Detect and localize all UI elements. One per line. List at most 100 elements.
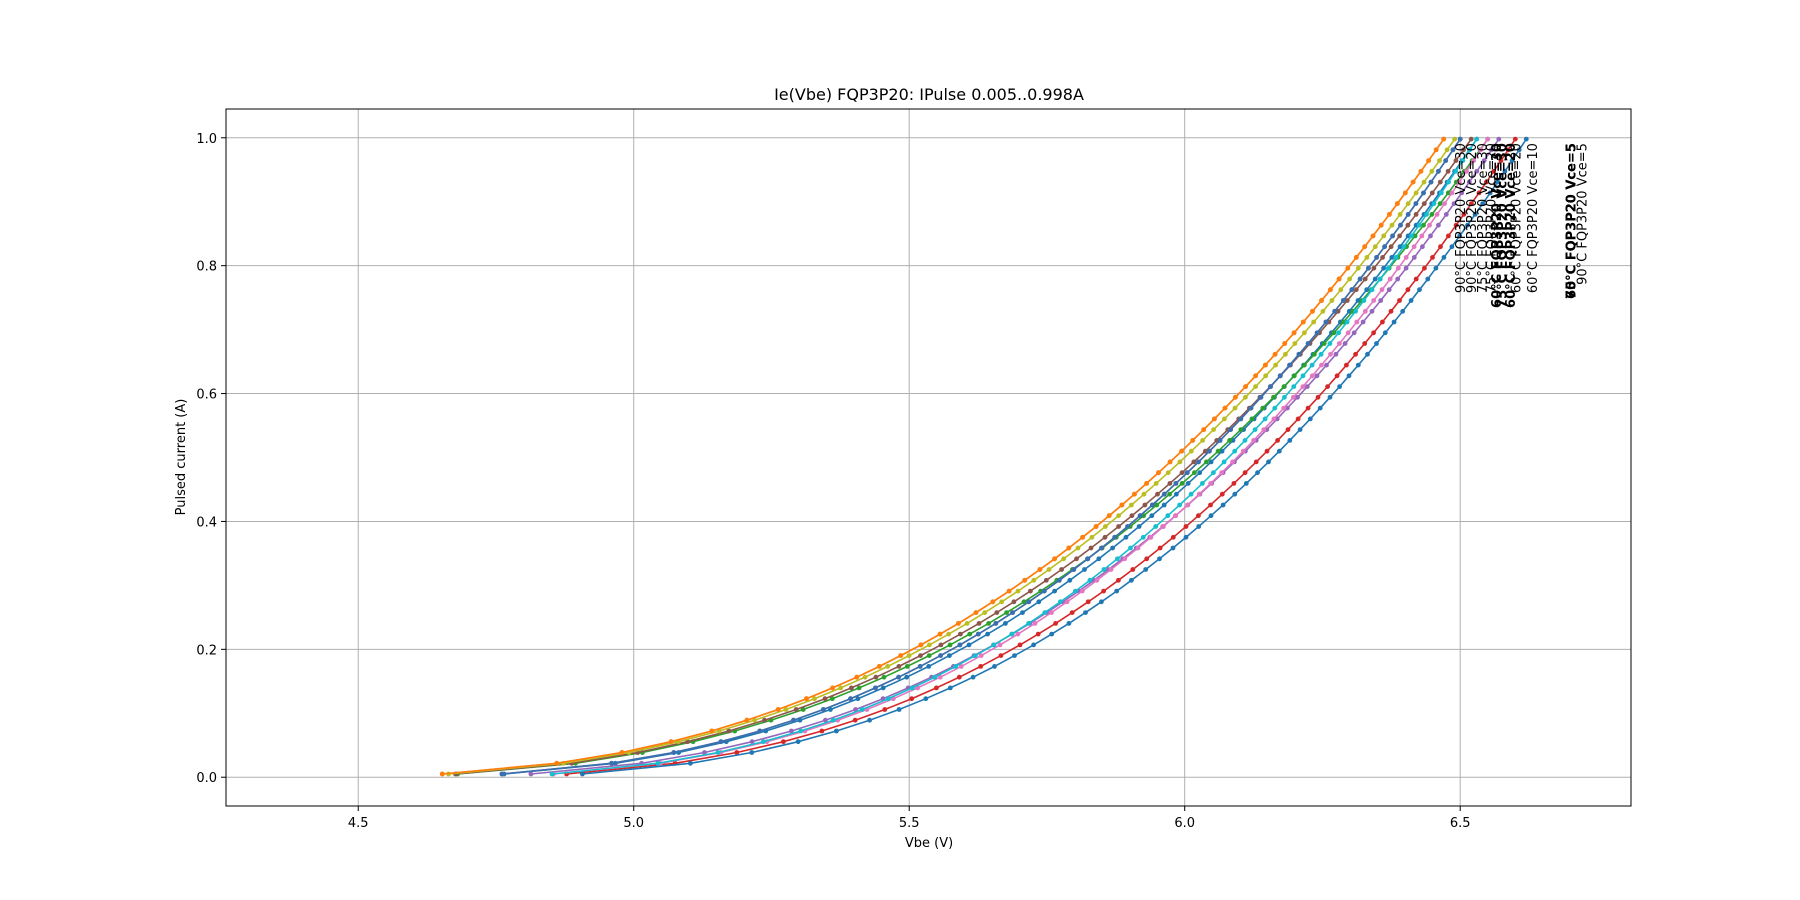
data-point bbox=[1410, 179, 1416, 185]
data-point bbox=[856, 685, 862, 691]
data-point bbox=[1277, 373, 1283, 379]
data-point bbox=[1328, 351, 1333, 357]
annotation-label: 75°C FQP3P20 Vce=5 bbox=[1564, 143, 1579, 299]
data-point bbox=[1372, 244, 1378, 250]
data-point bbox=[1173, 481, 1179, 486]
data-point bbox=[1208, 459, 1214, 465]
data-point bbox=[982, 610, 988, 615]
data-point bbox=[1401, 244, 1407, 250]
data-point bbox=[1297, 427, 1303, 432]
data-point bbox=[1149, 513, 1155, 519]
data-point bbox=[1351, 330, 1357, 336]
data-point bbox=[880, 685, 886, 691]
data-point bbox=[1261, 427, 1267, 432]
data-point bbox=[1428, 179, 1434, 185]
data-point bbox=[1231, 481, 1237, 486]
data-point bbox=[1433, 265, 1439, 271]
data-point bbox=[1397, 233, 1402, 239]
data-point bbox=[1436, 168, 1441, 174]
data-point bbox=[1413, 212, 1419, 217]
data-point bbox=[1365, 351, 1370, 357]
data-point bbox=[1183, 534, 1189, 540]
data-point bbox=[1334, 373, 1340, 379]
data-point bbox=[834, 728, 839, 734]
data-point bbox=[1474, 136, 1480, 142]
data-point bbox=[1012, 653, 1017, 658]
data-point bbox=[1221, 459, 1227, 465]
data-point bbox=[1101, 567, 1107, 572]
data-point bbox=[822, 696, 828, 702]
data-point bbox=[1495, 179, 1500, 185]
data-point bbox=[752, 717, 757, 723]
data-point bbox=[1333, 351, 1339, 357]
data-point bbox=[1061, 556, 1067, 562]
data-point bbox=[904, 664, 910, 669]
data-point bbox=[821, 707, 826, 712]
data-point bbox=[1129, 513, 1135, 519]
data-point bbox=[1106, 513, 1112, 519]
data-point bbox=[1004, 610, 1009, 615]
data-point bbox=[1177, 502, 1182, 508]
data-point bbox=[1491, 168, 1497, 174]
data-point bbox=[859, 707, 865, 712]
data-point bbox=[1405, 212, 1411, 217]
data-point bbox=[1325, 384, 1330, 389]
series-4 bbox=[564, 136, 1518, 777]
data-point bbox=[1411, 244, 1417, 250]
data-point bbox=[1329, 298, 1335, 303]
data-point bbox=[1337, 384, 1342, 389]
data-point bbox=[823, 717, 828, 723]
data-point bbox=[1355, 265, 1361, 271]
data-point bbox=[1411, 255, 1417, 260]
y-tick-label: 0.8 bbox=[196, 260, 217, 275]
data-point bbox=[838, 685, 844, 691]
data-point bbox=[1110, 545, 1115, 551]
data-point bbox=[1393, 255, 1399, 260]
y-tick-label: 0.4 bbox=[196, 515, 217, 530]
data-point bbox=[1085, 599, 1091, 605]
data-point bbox=[1412, 233, 1418, 239]
data-point bbox=[1052, 588, 1057, 594]
data-point bbox=[997, 642, 1003, 648]
data-point bbox=[1464, 168, 1469, 174]
data-point bbox=[1364, 287, 1370, 293]
data-point bbox=[1059, 567, 1064, 572]
data-point bbox=[1112, 534, 1118, 540]
data-point bbox=[1295, 394, 1300, 400]
data-point bbox=[1219, 470, 1225, 476]
annotation-label: 60°C FQP3P20 Vce=5 bbox=[1564, 143, 1579, 299]
data-point bbox=[906, 653, 912, 658]
data-point bbox=[896, 664, 902, 669]
data-point bbox=[1362, 276, 1368, 282]
data-point bbox=[1382, 330, 1388, 336]
data-point bbox=[1222, 405, 1228, 411]
annotation-label: 60°C FQP3P20 Vce=20 bbox=[1509, 143, 1524, 293]
data-point bbox=[1471, 158, 1477, 164]
data-point bbox=[953, 664, 959, 669]
data-point bbox=[1314, 330, 1320, 336]
data-point bbox=[1397, 212, 1403, 217]
data-point bbox=[1456, 179, 1462, 185]
data-point bbox=[1125, 524, 1130, 529]
data-point bbox=[1066, 621, 1072, 626]
data-point bbox=[1405, 201, 1411, 207]
y-tick-label: 0.6 bbox=[196, 388, 217, 403]
data-point bbox=[1243, 384, 1248, 389]
data-point bbox=[1305, 341, 1311, 346]
data-point bbox=[1436, 222, 1441, 228]
data-point bbox=[885, 664, 891, 669]
data-point bbox=[1366, 265, 1371, 271]
data-point bbox=[1253, 373, 1258, 379]
data-point bbox=[1252, 427, 1258, 432]
data-point bbox=[898, 653, 904, 658]
data-point bbox=[1362, 244, 1368, 250]
data-point bbox=[1103, 524, 1108, 529]
data-point bbox=[1421, 179, 1427, 185]
data-point bbox=[1161, 524, 1166, 529]
data-point bbox=[967, 631, 973, 637]
data-point bbox=[1153, 524, 1159, 529]
data-point bbox=[1167, 459, 1173, 465]
data-point bbox=[1489, 147, 1494, 153]
data-point bbox=[1304, 384, 1310, 389]
data-point bbox=[1122, 556, 1128, 562]
